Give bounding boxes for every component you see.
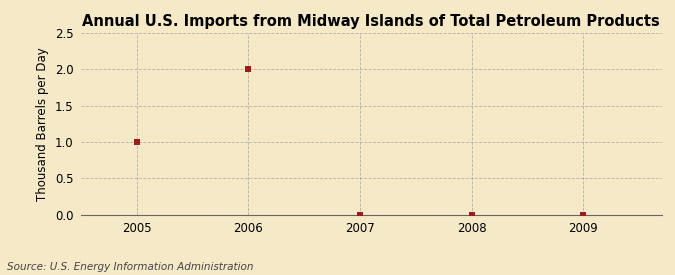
Title: Annual U.S. Imports from Midway Islands of Total Petroleum Products: Annual U.S. Imports from Midway Islands … xyxy=(82,14,660,29)
Point xyxy=(243,67,254,72)
Point xyxy=(132,140,142,144)
Point xyxy=(578,212,589,217)
Text: Source: U.S. Energy Information Administration: Source: U.S. Energy Information Administ… xyxy=(7,262,253,272)
Y-axis label: Thousand Barrels per Day: Thousand Barrels per Day xyxy=(36,47,49,201)
Point xyxy=(466,212,477,217)
Point xyxy=(354,212,365,217)
